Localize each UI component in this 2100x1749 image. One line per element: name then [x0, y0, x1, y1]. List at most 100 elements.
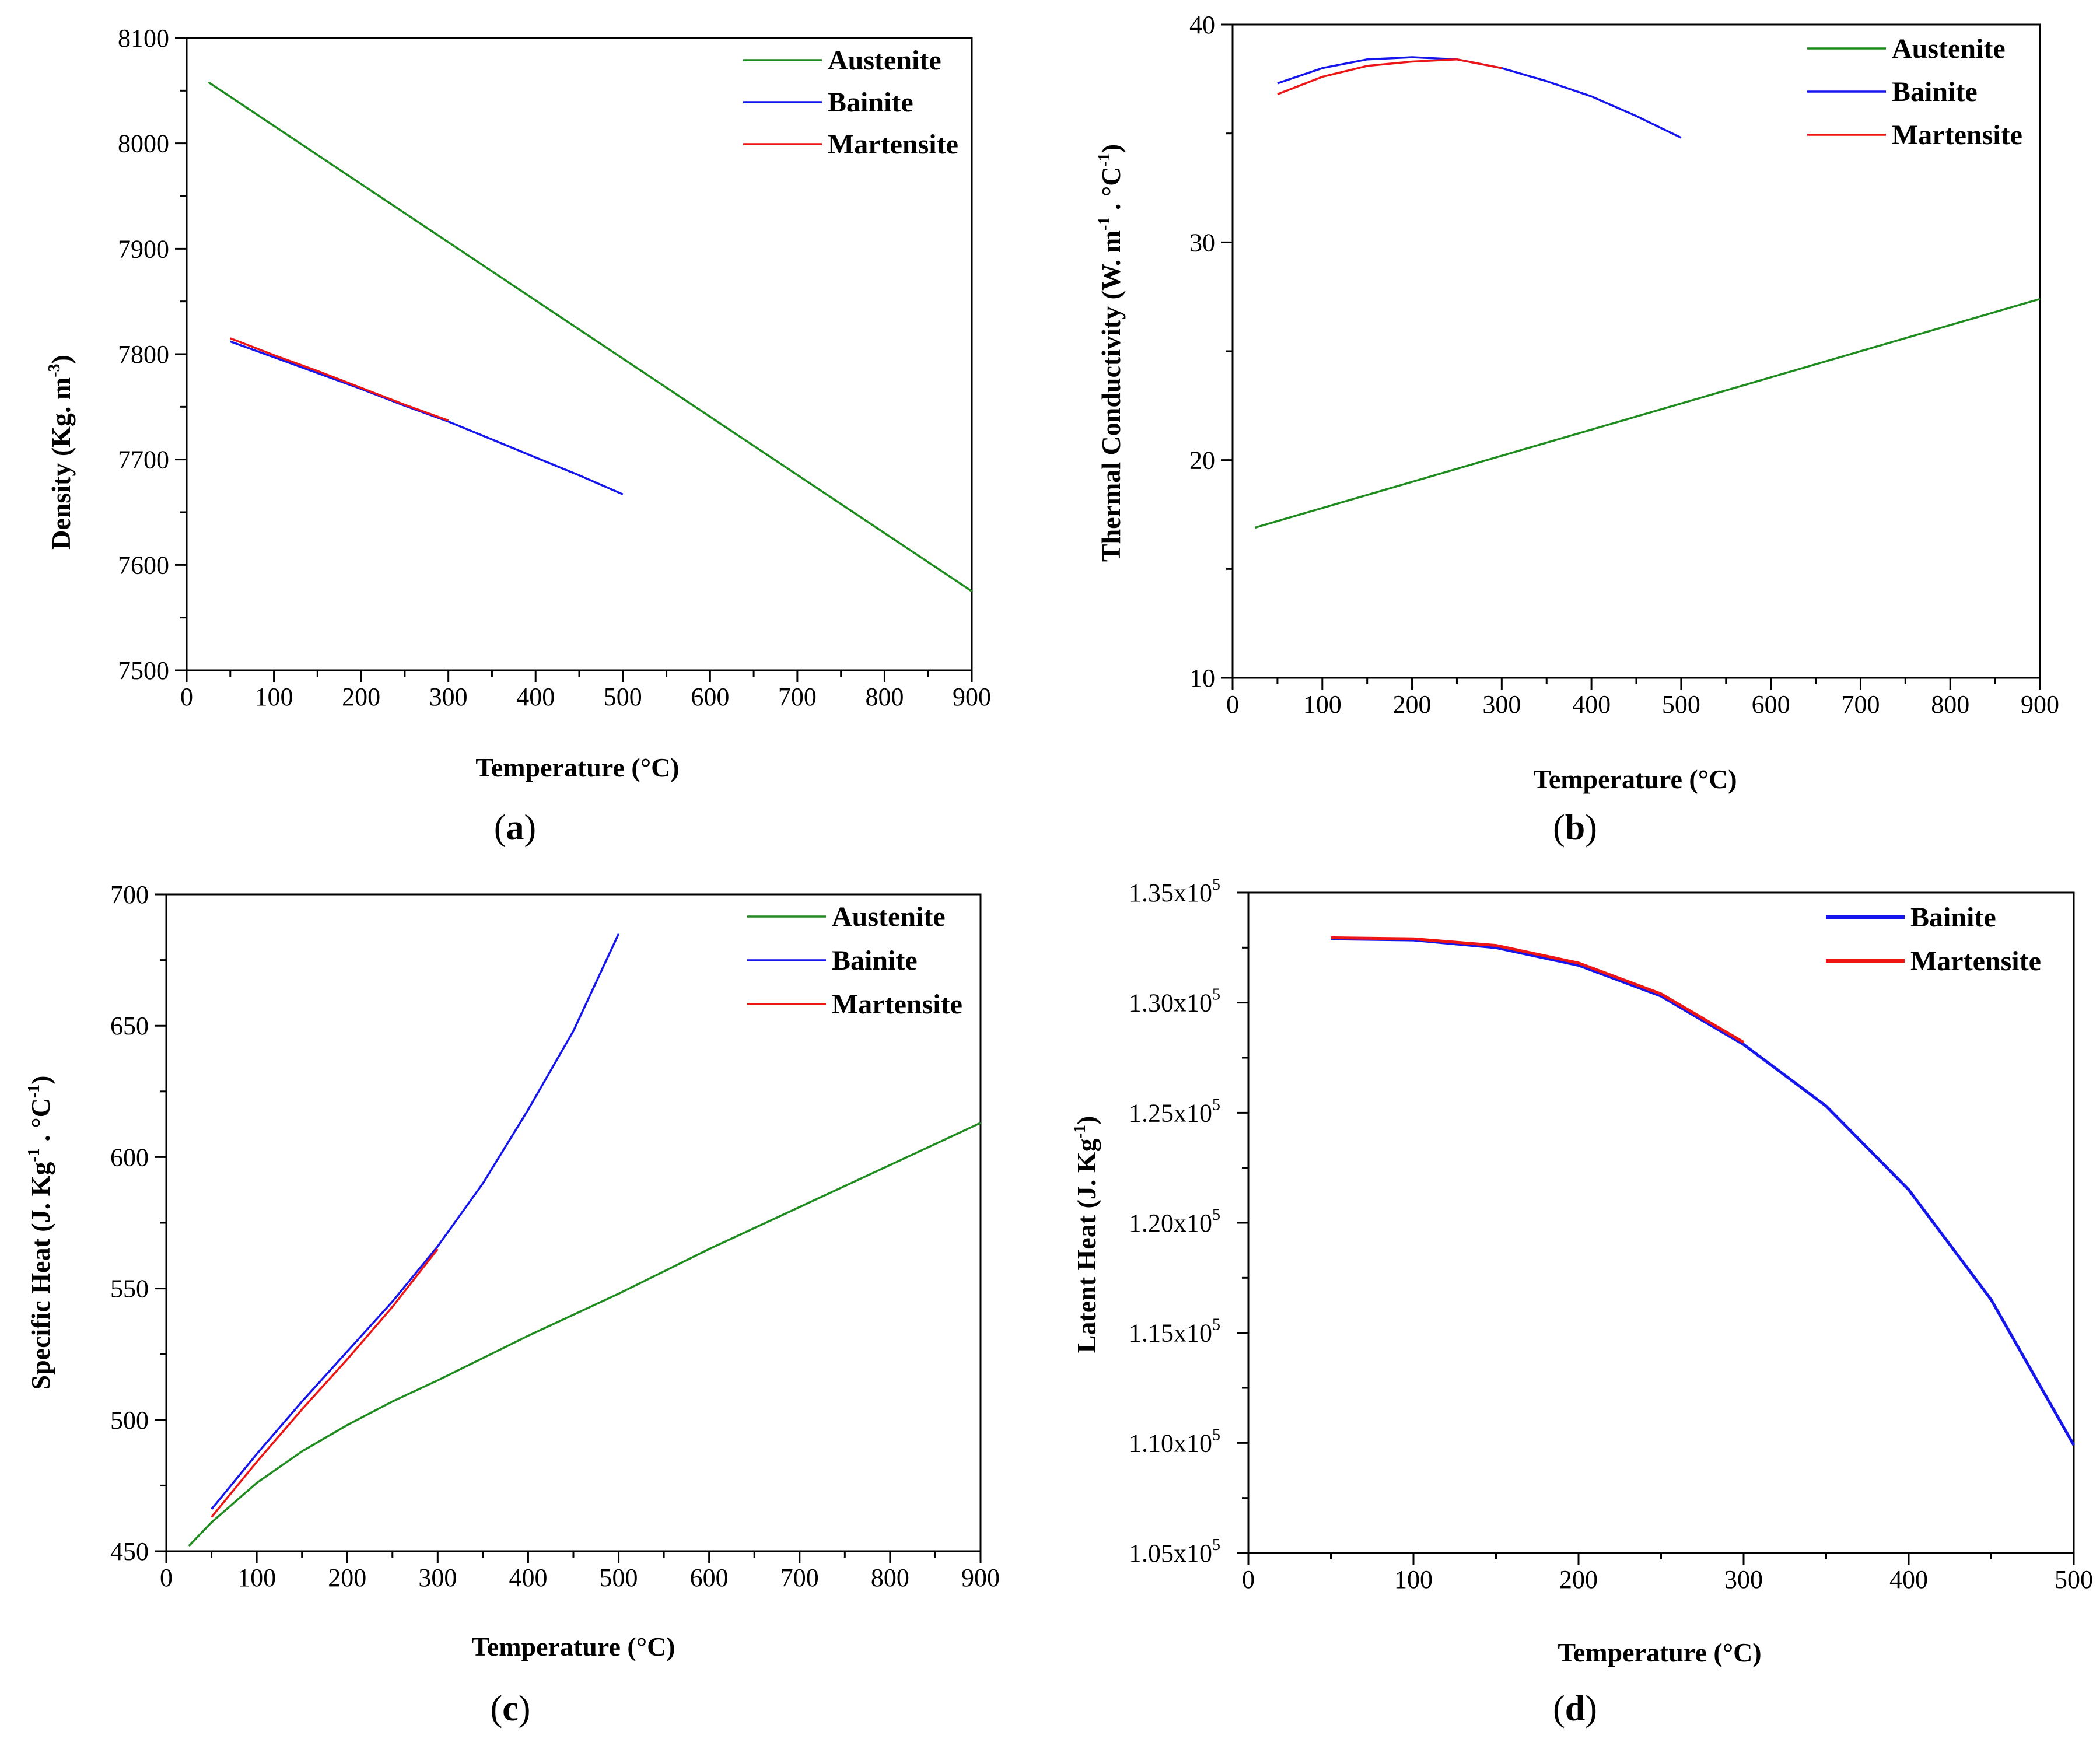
x-tick-label: 200 [342, 683, 380, 711]
legend-label-martensite: Martensite [828, 129, 958, 160]
series-line-austenite [1254, 298, 2041, 529]
y-tick-label: 7800 [118, 340, 169, 369]
series-line-bainite [211, 933, 620, 1510]
y-tick-label: 1.35x105 [1129, 876, 1220, 907]
panel-d-latent-heat: 0 100 200 300 400 500 1.05x105 1.10x105 1.15x10… [1071, 876, 2093, 1729]
series-line-martensite [1277, 58, 1502, 96]
series-lines [1254, 56, 2041, 529]
x-tick-label: 0 [160, 1563, 173, 1592]
legend: Austenite Bainite Martensite [1807, 33, 2022, 151]
x-tick-label: 200 [328, 1563, 366, 1592]
x-tick-label: 200 [1393, 690, 1432, 719]
x-tick-label: 500 [2054, 1565, 2093, 1594]
x-tick-label: 0 [180, 683, 193, 711]
y-tick-label: 7500 [118, 656, 169, 685]
legend: Austenite Bainite Martensite [743, 45, 958, 160]
y-axis-label: Specific Heat (J. Kg-1 . °C-1) [25, 1075, 55, 1390]
y-tick-label: 7700 [118, 446, 169, 474]
x-tick-label: 700 [1841, 690, 1880, 719]
x-axis-label: Temperature (°C) [475, 753, 679, 782]
legend-label-martensite: Martensite [832, 989, 963, 1020]
series-lines [188, 933, 981, 1547]
y-tick-label: 700 [110, 880, 149, 909]
y-tick-label: 550 [110, 1275, 149, 1303]
y-axis-label: Latent Heat (J. Kg-1) [1071, 1116, 1101, 1353]
panel-c-specific-heat: 0 100 200 300 400 500 600 700 800 900 450 500 550 60… [25, 880, 1000, 1729]
legend-label-martensite: Martensite [1892, 120, 2022, 151]
legend-label-bainite: Bainite [828, 87, 914, 118]
series-line-bainite [1331, 937, 2076, 1446]
x-tick-label: 500 [1662, 690, 1700, 719]
x-tick-label: 100 [237, 1563, 276, 1592]
panel-label: (b) [1553, 808, 1597, 848]
y-axis-label: Density (Kg. m-3) [46, 355, 76, 550]
x-tick-label: 800 [1931, 690, 1969, 719]
legend-label-austenite: Austenite [828, 45, 942, 76]
series-line-bainite [230, 340, 624, 495]
x-tick-label: 900 [953, 683, 991, 711]
x-tick-label: 0 [1226, 690, 1239, 719]
y-tick-label: 600 [110, 1143, 149, 1171]
series-lines [208, 81, 972, 592]
plot-area-frame [1247, 891, 2075, 1554]
x-tick-label: 300 [1482, 690, 1521, 719]
y-tick-label: 20 [1189, 446, 1215, 475]
y-tick-label: 1.05x105 [1129, 1536, 1220, 1568]
x-tick-label: 0 [1242, 1565, 1255, 1594]
y-tick-label: 7900 [118, 235, 169, 263]
panel-a-density: 0 100 200 300 400 500 600 700 800 900 7500 7600 770… [46, 24, 991, 848]
y-tick-label: 500 [110, 1406, 149, 1435]
y-axis-ticks: 10 20 30 40 [1189, 11, 1233, 692]
y-axis-ticks: 450 500 550 600 650 700 [110, 880, 166, 1566]
series-line-austenite [188, 1122, 981, 1547]
legend-label-martensite: Martensite [1910, 946, 2041, 977]
y-tick-label: 1.30x105 [1129, 986, 1220, 1017]
x-axis-ticks: 0 100 200 300 400 500 [1242, 1553, 2093, 1594]
x-axis-label: Temperature (°C) [1558, 1638, 1761, 1667]
y-axis-ticks: 7500 7600 7700 7800 7900 8000 8100 [118, 24, 187, 685]
legend-label-bainite: Bainite [1910, 902, 1996, 933]
x-tick-label: 900 [961, 1563, 1000, 1592]
series-line-martensite [1331, 936, 1745, 1044]
y-tick-label: 8100 [118, 24, 169, 53]
y-axis-ticks: 1.05x105 1.10x105 1.15x105 1.20x105 1.25x105… [1129, 876, 1248, 1568]
series-line-austenite [208, 81, 972, 592]
y-tick-label: 30 [1189, 228, 1215, 257]
x-tick-label: 300 [418, 1563, 457, 1592]
y-axis-label: Thermal Conductivity (W. m-1 . °C-1) [1096, 144, 1126, 562]
y-tick-label: 1.20x105 [1129, 1206, 1220, 1237]
x-tick-label: 800 [865, 683, 904, 711]
x-tick-label: 600 [691, 683, 729, 711]
x-tick-label: 500 [600, 1563, 638, 1592]
x-tick-label: 700 [780, 1563, 819, 1592]
y-tick-label: 1.25x105 [1129, 1096, 1220, 1127]
x-tick-label: 900 [2021, 690, 2059, 719]
x-tick-label: 100 [255, 683, 293, 711]
legend-label-bainite: Bainite [1892, 76, 1978, 107]
y-tick-label: 10 [1189, 664, 1215, 692]
y-tick-label: 1.15x105 [1129, 1316, 1220, 1348]
x-axis-label: Temperature (°C) [1533, 764, 1737, 794]
x-tick-label: 500 [604, 683, 642, 711]
x-tick-label: 400 [1889, 1565, 1928, 1594]
panel-label: (c) [491, 1689, 531, 1729]
x-tick-label: 800 [871, 1563, 909, 1592]
x-tick-label: 100 [1394, 1565, 1433, 1594]
y-tick-label: 7600 [118, 551, 169, 579]
series-line-martensite [230, 337, 449, 422]
series-line-bainite [1277, 56, 1682, 139]
y-tick-label: 40 [1189, 11, 1215, 39]
x-axis-label: Temperature (°C) [471, 1632, 675, 1661]
panel-label: (d) [1553, 1689, 1597, 1729]
panel-b-thermal-conductivity: 0 100 200 300 400 500 600 700 800 900 10 20 30 40 Au… [1096, 11, 2059, 848]
panel-label: (a) [494, 808, 536, 848]
x-axis-ticks: 0 100 200 300 400 500 600 700 800 900 [1226, 678, 2059, 719]
x-tick-label: 400 [1572, 690, 1611, 719]
x-tick-label: 600 [690, 1563, 729, 1592]
x-tick-label: 100 [1303, 690, 1342, 719]
x-tick-label: 600 [1752, 690, 1790, 719]
x-tick-label: 700 [778, 683, 817, 711]
legend: Bainite Martensite [1826, 902, 2041, 977]
y-tick-label: 650 [110, 1012, 149, 1040]
